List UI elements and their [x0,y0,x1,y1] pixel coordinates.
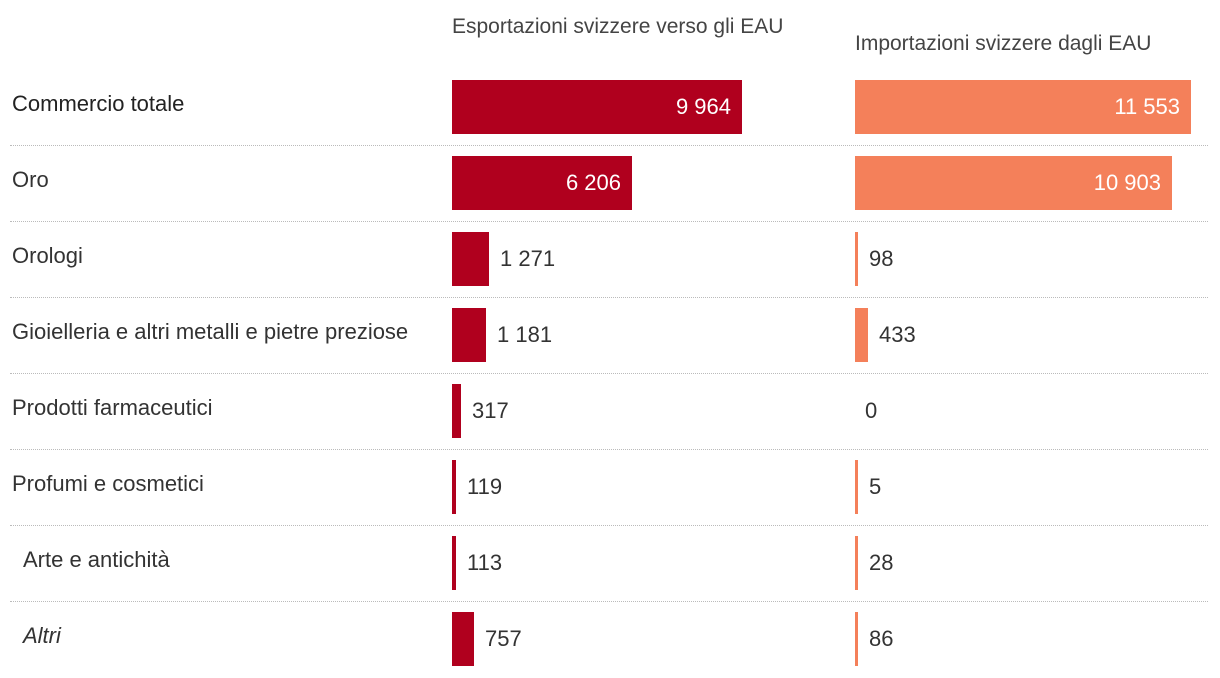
export-value-label: 119 [467,474,503,499]
row-divider [10,449,1208,450]
category-label: Prodotti farmaceutici [12,395,213,420]
import-bar [855,460,858,514]
chart-row: Commercio totale 9 964 11 553 [0,70,1220,146]
import-value-label: 433 [879,322,916,347]
row-divider [10,297,1208,298]
category-label: Orologi [12,243,83,268]
import-bar [855,232,858,286]
category-label: Oro [12,167,49,192]
import-value-label: 28 [869,550,894,575]
chart-row: Altri 757 86 [0,602,1220,678]
export-bar [452,232,489,286]
export-value-label: 113 [467,550,503,575]
import-bar [855,156,1172,210]
export-value-label: 1 271 [500,246,556,271]
row-divider [10,145,1208,146]
export-bar [452,536,456,590]
import-bar [855,80,1191,134]
row-divider [10,221,1208,222]
export-value-label: 1 181 [497,322,553,347]
chart-row: Gioielleria e altri metalli e pietre pre… [0,298,1220,374]
export-value-label: 6 206 [565,170,621,195]
import-value-label: 98 [869,246,894,271]
row-divider [10,601,1208,602]
category-label: Commercio totale [12,91,185,116]
export-bar [452,80,742,134]
import-value-label: 10 903 [1093,170,1161,195]
export-bar [452,156,632,210]
category-label: Altri [23,623,61,648]
chart-row: Profumi e cosmetici 119 5 [0,450,1220,526]
export-value-label: 9 964 [675,94,731,119]
chart-row: Arte e antichità 113 28 [0,526,1220,602]
chart-row: Prodotti farmaceutici 317 0 [0,374,1220,450]
category-label: Profumi e cosmetici [12,471,204,496]
chart-row: Oro 6 206 10 903 [0,146,1220,222]
import-value-label: 5 [869,474,882,499]
import-bar [855,536,858,590]
chart-row: Orologi 1 271 98 [0,222,1220,298]
category-label: Gioielleria e altri metalli e pietre pre… [12,319,409,344]
imports-column-header: Importazioni svizzere dagli EAU [855,32,1152,55]
export-bar [452,460,456,514]
import-value-label: 11 553 [1114,94,1180,119]
import-value-label: 0 [865,398,878,423]
row-divider [10,373,1208,374]
import-value-label: 86 [869,626,894,651]
row-divider [10,525,1208,526]
export-bar [452,308,486,362]
import-bar [855,612,858,666]
import-bar [855,308,868,362]
export-value-label: 757 [485,626,522,651]
category-label: Arte e antichità [23,547,170,572]
export-value-label: 317 [472,398,509,423]
export-bar [452,384,461,438]
export-bar [452,612,474,666]
exports-column-header: Esportazioni svizzere verso gli EAU [452,15,784,38]
